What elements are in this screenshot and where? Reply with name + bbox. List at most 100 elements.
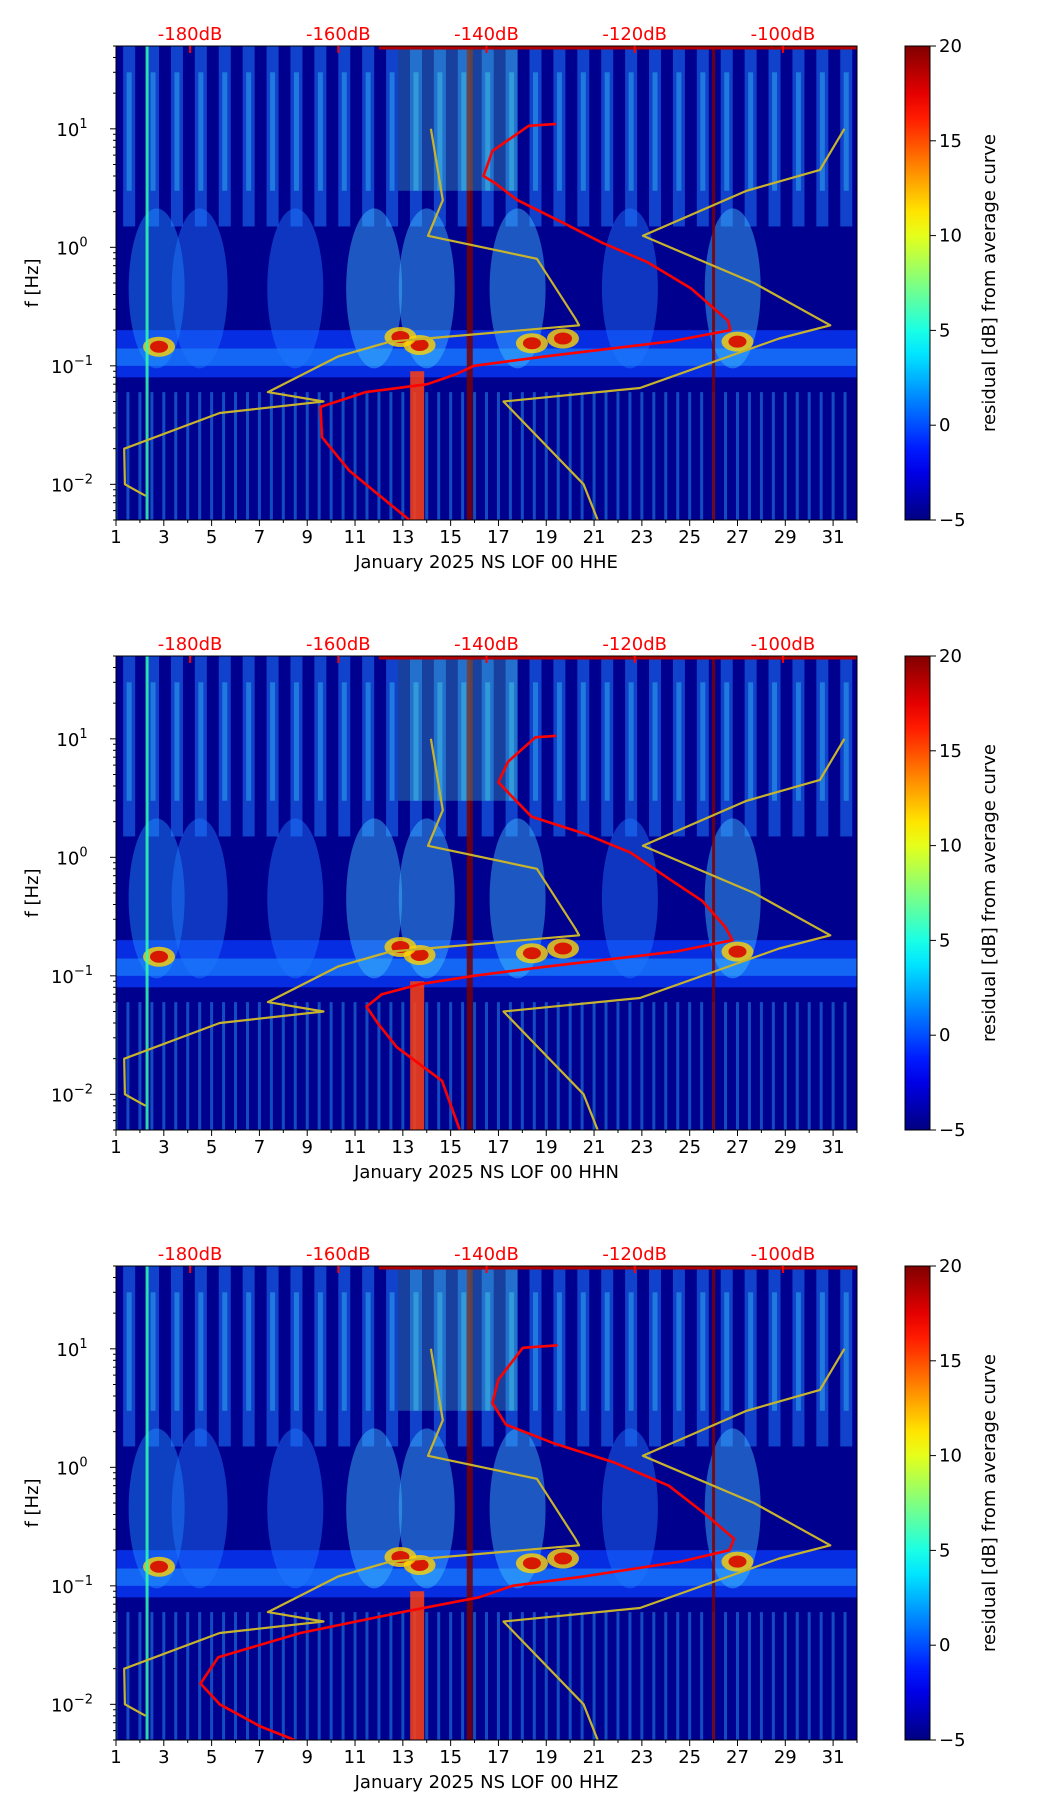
daily-streak-core — [509, 1292, 515, 1411]
lowfreq-streak — [389, 392, 393, 520]
lowfreq-streak — [652, 392, 656, 520]
lowfreq-streak — [652, 1002, 656, 1130]
lowfreq-streak — [676, 1612, 680, 1740]
daily-streak — [338, 1266, 351, 1447]
lowfreq-streak — [293, 392, 297, 520]
daily-streak — [170, 656, 183, 837]
lowfreq-streak — [222, 392, 226, 520]
lowfreq-streak — [126, 1002, 130, 1130]
lowfreq-streak — [783, 1002, 787, 1130]
daily-streak — [529, 1266, 542, 1447]
event-plume — [346, 1428, 403, 1589]
lowfreq-streak — [544, 1002, 548, 1130]
lowfreq-streak — [437, 1612, 441, 1740]
daily-streak-core — [198, 72, 204, 191]
lowfreq-streak — [795, 392, 799, 520]
daily-streak-core — [652, 682, 658, 801]
daily-streak-core — [748, 682, 754, 801]
x-tick-label: 7 — [254, 1747, 265, 1768]
colorbar-tick-label: 0 — [939, 1635, 950, 1656]
lowfreq-streak — [664, 1612, 668, 1740]
lowfreq-streak — [425, 1002, 429, 1130]
lowfreq-streak — [664, 1002, 668, 1130]
colorbar-gradient — [904, 655, 931, 1131]
lowfreq-streak — [520, 392, 524, 520]
lowfreq-streak — [652, 1612, 656, 1740]
daily-streak-core — [700, 72, 706, 191]
daily-streak — [314, 46, 327, 227]
lowfreq-streak — [640, 1612, 644, 1740]
lowfreq-streak — [425, 392, 429, 520]
daily-streak — [481, 656, 494, 837]
daily-streak — [840, 656, 853, 837]
lowfreq-streak — [353, 1002, 357, 1130]
daily-streak — [170, 46, 183, 227]
daily-streak — [696, 656, 709, 837]
x-tick-label: 23 — [630, 1747, 653, 1768]
colorbar-tick-label: −5 — [939, 1120, 966, 1141]
daily-streak-core — [700, 1292, 706, 1411]
lowfreq-streak — [747, 1002, 751, 1130]
daily-streak — [433, 1266, 446, 1447]
lowfreq-streak — [700, 392, 704, 520]
lowfreq-streak — [365, 1612, 369, 1740]
daily-streak — [553, 1266, 566, 1447]
x-tick-label: 23 — [630, 527, 653, 548]
event-plume — [267, 1428, 324, 1589]
top-db-label: -140dB — [454, 24, 519, 45]
top-db-label: -160dB — [306, 634, 371, 655]
event-plume — [267, 208, 324, 369]
lowfreq-streak — [819, 1612, 823, 1740]
lowfreq-streak — [485, 392, 488, 520]
lowfreq-streak — [843, 1612, 847, 1740]
lowfreq-streak — [281, 392, 285, 520]
lowfreq-streak — [138, 392, 142, 520]
x-tick-label: 13 — [391, 527, 414, 548]
daily-streak-core — [198, 1292, 204, 1411]
daily-streak-core — [533, 1292, 539, 1411]
x-tick-label: 31 — [822, 1137, 845, 1158]
y-tick-label: 101 — [56, 117, 87, 141]
x-tick-label: 15 — [439, 527, 462, 548]
lowfreq-streak — [616, 1612, 620, 1740]
lowfreq-streak — [819, 392, 823, 520]
median-psd-curve — [319, 122, 732, 520]
daily-streak-core — [437, 1292, 443, 1411]
y-tick-label: 100 — [56, 235, 87, 259]
lowfreq-streak — [257, 1612, 261, 1740]
x-tick-label: 9 — [301, 1747, 312, 1768]
daily-streak — [194, 46, 207, 227]
daily-streak-core — [365, 1292, 371, 1411]
daily-streak — [409, 656, 422, 837]
lowfreq-streak — [628, 1002, 632, 1130]
lowfreq-streak — [532, 1612, 536, 1740]
persistent-column — [410, 371, 425, 520]
lowfreq-streak — [210, 1002, 214, 1130]
event-plume — [128, 818, 185, 979]
event-plume — [267, 818, 324, 979]
x-tick-label: 21 — [583, 1137, 606, 1158]
lowfreq-streak — [293, 1612, 297, 1740]
top-db-label: -140dB — [454, 634, 519, 655]
hot-spot-core — [522, 1557, 541, 1570]
daily-streak-core — [222, 1292, 228, 1411]
daily-streak-core — [700, 682, 706, 801]
x-tick-label: 17 — [487, 1137, 510, 1158]
lowfreq-streak — [604, 392, 608, 520]
x-tick-label: 25 — [678, 1747, 701, 1768]
daily-streak — [672, 46, 685, 227]
daily-streak-core — [365, 72, 371, 191]
daily-streak-core — [795, 1292, 801, 1411]
colorbar-label: residual [dB] from average curve — [979, 1354, 1000, 1652]
daily-streak-core — [580, 72, 586, 191]
lowfreq-streak — [269, 1002, 273, 1130]
lowfreq-streak — [186, 1002, 190, 1130]
x-tick-label: 1 — [110, 527, 121, 548]
colorbar: 20 15 10 5 0 −5 residual [dB] from average cur… — [904, 36, 1000, 531]
daily-streak — [577, 1266, 590, 1447]
event-plume — [128, 208, 185, 369]
x-tick-label: 11 — [344, 527, 367, 548]
lowfreq-streak — [341, 392, 345, 520]
daily-streak-core — [485, 72, 491, 191]
daily-streak-core — [413, 682, 419, 801]
